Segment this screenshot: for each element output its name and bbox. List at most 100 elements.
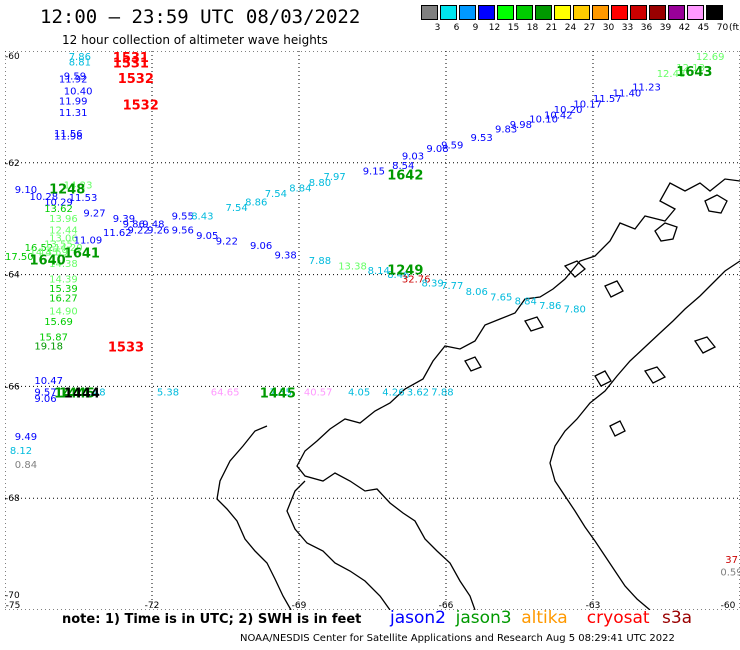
- wave-height-value: 7.77: [441, 281, 463, 292]
- wave-height-value: 7.86: [69, 52, 91, 63]
- island-4: [604, 280, 624, 298]
- wave-height-value: 12.44: [49, 225, 78, 236]
- wave-height-value: 14.38: [49, 259, 78, 270]
- wave-height-value: 9.39: [113, 214, 135, 225]
- wave-height-value: 13.55: [44, 239, 73, 250]
- pass-time-label: 1444: [54, 386, 90, 401]
- wave-height-value: 11.23: [632, 83, 661, 94]
- pass-time-label: 1532: [123, 99, 159, 114]
- scale-label: 39: [659, 23, 672, 33]
- wave-height-value: 12.48: [657, 69, 686, 80]
- lat-tick-label: -64: [5, 271, 20, 281]
- wave-height-value: 0.84: [15, 460, 37, 471]
- wave-height-value: 8.14: [368, 266, 390, 277]
- wave-height-value: 16.27: [49, 293, 78, 304]
- wave-height-value: 11.62: [103, 228, 132, 239]
- scale-label: 42: [678, 23, 691, 33]
- wave-height-value: 9.59: [64, 72, 86, 83]
- pass-time-label: 1533: [108, 341, 144, 356]
- wave-height-value: 11.53: [69, 193, 98, 204]
- scale-label: 33: [621, 23, 634, 33]
- alexander-island-coast: [216, 425, 292, 610]
- scale-unit: (ft): [729, 23, 740, 33]
- wave-height-value: 7.35: [270, 387, 292, 398]
- map-title: 12:00 — 23:59 UTC 08/03/2022: [40, 6, 361, 28]
- scale-label: 12: [488, 23, 501, 33]
- wave-height-value: 8.81: [69, 58, 91, 69]
- wave-height-value: 7.97: [324, 172, 346, 183]
- satellite-jason2: jason2: [390, 608, 446, 628]
- wave-height-value: 9.53: [471, 133, 493, 144]
- island-1: [654, 222, 678, 242]
- wave-height-value: 13.38: [338, 262, 367, 273]
- wave-height-value: 9.22: [216, 236, 238, 247]
- satellite-altika: altika: [521, 608, 568, 628]
- scale-label: 18: [526, 23, 539, 33]
- wave-height-value: 14.20: [54, 243, 83, 254]
- wave-height-value: 11.40: [613, 88, 642, 99]
- wave-height-value: 7.88: [431, 387, 453, 398]
- wave-height-value: 5.38: [157, 387, 179, 398]
- edge-value: 0.59: [720, 567, 740, 578]
- wave-height-value: 7.88: [309, 256, 331, 267]
- satellite-s3a: s3a: [662, 608, 693, 628]
- wave-height-value: 14.45: [30, 248, 59, 259]
- wave-height-value: 8.84: [515, 296, 537, 307]
- scale-swatch: [516, 5, 533, 20]
- wave-height-value: 10.10: [529, 115, 558, 126]
- wave-height-value: 8.46: [387, 270, 409, 281]
- wave-height-value: 9.59: [441, 140, 463, 151]
- scale-label: 24: [564, 23, 577, 33]
- wave-height-value: 9.27: [83, 209, 105, 220]
- wave-height-value: 9.38: [275, 250, 297, 261]
- scale-swatch: [649, 5, 666, 20]
- wave-height-value: 3.62: [407, 387, 429, 398]
- lon-tick-label: -72: [145, 601, 160, 610]
- wave-height-value: 10.40: [64, 87, 93, 98]
- wave-height-value: 14.23: [64, 181, 93, 192]
- scale-label: 15: [507, 23, 520, 33]
- wave-height-value: 9.05: [196, 231, 218, 242]
- scale-swatch: [573, 5, 590, 20]
- wave-height-value: 10.42: [544, 111, 573, 122]
- lat-tick-label: -62: [5, 159, 20, 169]
- wave-height-value: 12.69: [696, 52, 725, 63]
- pass-time-label: 1640: [30, 253, 66, 268]
- wave-height-value: 64.65: [211, 387, 240, 398]
- pass-time-label: 1249: [387, 263, 423, 278]
- scale-swatch: [592, 5, 609, 20]
- lat-tick-label: -60: [5, 52, 20, 62]
- scale-swatch: [611, 5, 628, 20]
- island-7: [693, 336, 717, 354]
- wave-height-value: 16.52: [25, 243, 54, 254]
- wave-height-value: 11.56: [54, 129, 83, 140]
- wave-height-value: 8.12: [10, 446, 32, 457]
- wave-height-value: 9.98: [510, 120, 532, 131]
- pass-time-labels: 1531153115321532124816411640153314441445…: [30, 51, 713, 401]
- wave-height-value: 10.28: [30, 192, 59, 203]
- wave-height-value: 9.83: [495, 125, 517, 136]
- scale-swatch: [687, 5, 704, 20]
- wave-height-value: 19.18: [34, 342, 63, 353]
- lon-tick-label: -75: [6, 601, 21, 610]
- wave-height-value: 9.56: [172, 225, 194, 236]
- wave-height-value: 9.57: [34, 387, 56, 398]
- wave-height-value: 13.59: [39, 248, 68, 259]
- wave-height-map: -75 -72 -69 -66 -63 -60 -60 -62 -64 -66 -68 -70 7.8…: [5, 51, 740, 610]
- scale-swatch: [535, 5, 552, 20]
- lon-tick-label: -60: [721, 601, 736, 610]
- pass-time-label: 1531: [113, 57, 149, 72]
- island-2: [704, 194, 728, 214]
- wave-height-value: 9.26: [147, 225, 169, 236]
- wave-height-value: 7.80: [564, 305, 586, 316]
- wave-height-value: 40.57: [304, 387, 333, 398]
- wave-height-value: 10.47: [34, 376, 63, 387]
- wave-height-value: 8.06: [466, 287, 488, 298]
- wave-height-value: 8.86: [245, 197, 267, 208]
- wave-height-value: 12.13: [676, 63, 705, 74]
- wave-height-value: 7.65: [490, 292, 512, 303]
- wave-height-value: 11.92: [59, 74, 88, 85]
- scale-label: 45: [697, 23, 710, 33]
- lon-tick-label: -69: [292, 601, 307, 610]
- footer-credit: NOAA/NESDIS Center for Satellite Applica…: [240, 633, 675, 644]
